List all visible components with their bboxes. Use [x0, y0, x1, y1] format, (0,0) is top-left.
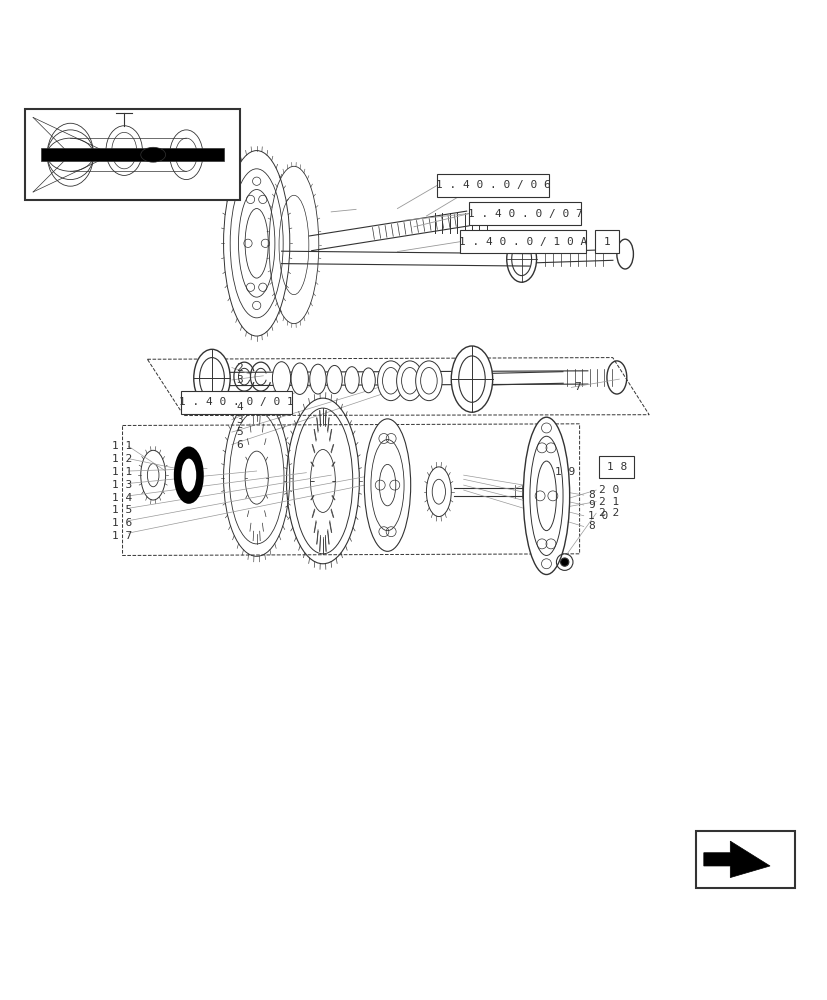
- Text: 1 5: 1 5: [112, 505, 131, 515]
- Ellipse shape: [377, 361, 404, 401]
- Ellipse shape: [309, 364, 326, 394]
- Text: 1 0: 1 0: [587, 511, 607, 521]
- Text: 1 6: 1 6: [112, 518, 131, 528]
- Ellipse shape: [523, 417, 569, 575]
- Bar: [180, 391, 292, 414]
- Text: 1 1: 1 1: [112, 467, 131, 477]
- Text: 3: 3: [236, 415, 242, 425]
- Text: 1 9: 1 9: [554, 467, 574, 477]
- Ellipse shape: [382, 368, 399, 394]
- Circle shape: [560, 558, 568, 566]
- Ellipse shape: [175, 448, 202, 502]
- Ellipse shape: [199, 358, 224, 399]
- Text: 2: 2: [236, 363, 242, 373]
- Text: 1 3: 1 3: [112, 480, 131, 490]
- Text: 1 . 4 0 . 0 / 0 7: 1 . 4 0 . 0 / 0 7: [467, 209, 582, 219]
- Ellipse shape: [361, 368, 375, 393]
- Ellipse shape: [415, 361, 442, 401]
- Bar: [437, 174, 548, 197]
- Bar: [469, 202, 581, 225]
- Ellipse shape: [327, 365, 342, 394]
- Text: 8: 8: [587, 521, 594, 531]
- Ellipse shape: [396, 361, 423, 401]
- Text: 2 0: 2 0: [599, 485, 619, 495]
- Ellipse shape: [344, 367, 359, 393]
- Text: 8: 8: [587, 490, 594, 500]
- Ellipse shape: [451, 346, 492, 412]
- Text: 6: 6: [236, 440, 242, 450]
- Ellipse shape: [458, 356, 485, 402]
- Bar: [460, 230, 586, 253]
- Bar: [25, 109, 240, 200]
- Bar: [594, 230, 619, 253]
- Text: 1 7: 1 7: [112, 531, 131, 541]
- Text: 7: 7: [574, 382, 581, 392]
- Ellipse shape: [194, 349, 230, 407]
- Text: 3: 3: [236, 375, 242, 385]
- Polygon shape: [703, 841, 769, 878]
- Text: 1 2: 1 2: [112, 454, 131, 464]
- Ellipse shape: [364, 419, 410, 551]
- Text: 1 . 4 0 . 0 / 0 1: 1 . 4 0 . 0 / 0 1: [179, 397, 294, 407]
- Text: 4: 4: [236, 402, 242, 412]
- Text: 5: 5: [236, 427, 242, 437]
- Ellipse shape: [181, 459, 196, 492]
- Text: 1 4: 1 4: [112, 493, 131, 503]
- Text: 1: 1: [603, 237, 609, 247]
- Ellipse shape: [141, 147, 165, 162]
- Bar: [695, 831, 794, 888]
- Text: 1 . 4 0 . 0 / 1 0 A: 1 . 4 0 . 0 / 1 0 A: [459, 237, 586, 247]
- Text: 1 . 4 0 . 0 / 0 6: 1 . 4 0 . 0 / 0 6: [435, 180, 550, 190]
- Ellipse shape: [272, 362, 290, 395]
- Text: 1 1: 1 1: [112, 441, 131, 451]
- Ellipse shape: [291, 363, 308, 394]
- Bar: [599, 456, 633, 478]
- Ellipse shape: [420, 368, 437, 394]
- Text: 1 8: 1 8: [606, 462, 626, 472]
- Text: 2 2: 2 2: [599, 508, 619, 518]
- Text: 2 1: 2 1: [599, 497, 619, 507]
- Bar: [41, 148, 223, 161]
- Text: 9: 9: [587, 500, 594, 510]
- Ellipse shape: [401, 368, 418, 394]
